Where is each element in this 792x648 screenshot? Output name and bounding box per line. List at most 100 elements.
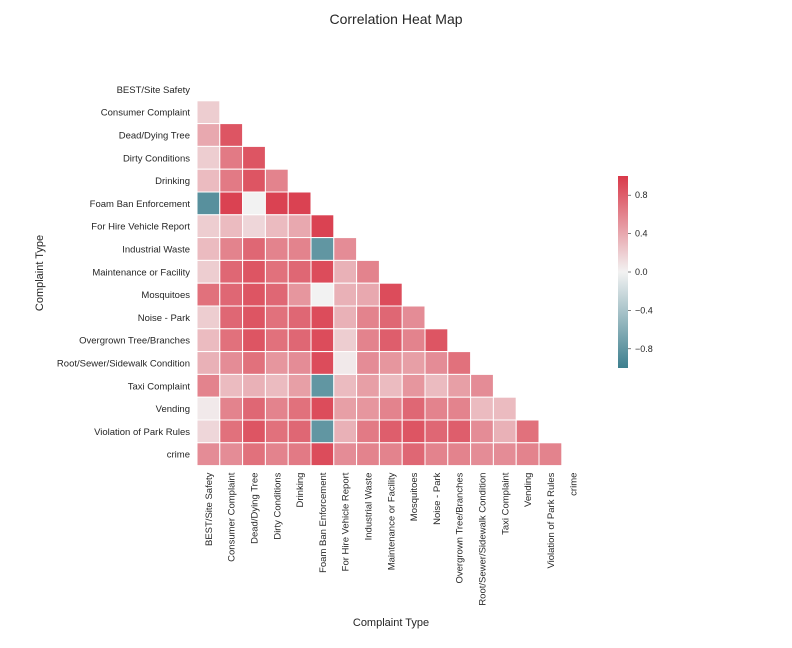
heatmap-cell (264, 351, 289, 375)
heatmap-cell (264, 191, 289, 216)
heatmap-cell (219, 259, 244, 284)
heatmap-cell (492, 396, 517, 421)
heatmap-cell (219, 191, 244, 216)
heatmap-cell (447, 373, 472, 398)
colorbar-tick-label: 0.8 (635, 190, 648, 200)
heatmap-cell (333, 328, 358, 353)
heatmap-cell (196, 373, 221, 398)
heatmap-cell (196, 305, 221, 330)
heatmap-cell (333, 442, 358, 467)
heatmap-cell (333, 419, 358, 444)
heatmap-cell (242, 396, 266, 421)
heatmap-cell (470, 442, 494, 467)
heatmap-cell (264, 237, 289, 261)
y-tick-label: Foam Ban Enforcement (90, 199, 191, 210)
heatmap-cell (310, 396, 335, 421)
heatmap-cell (378, 351, 403, 375)
heatmap-cell (196, 100, 221, 125)
heatmap-cell (196, 396, 221, 421)
heatmap-cell (287, 419, 312, 444)
heatmap-cell (264, 442, 289, 467)
heatmap-cell (492, 419, 517, 444)
heatmap-cell (219, 214, 244, 239)
heatmap-cell (242, 419, 266, 444)
heatmap-cell (196, 282, 221, 307)
heatmap-cell (264, 305, 289, 330)
y-axis-label: Complaint Type (34, 235, 46, 311)
heatmap-cell (219, 351, 244, 375)
heatmap-cell (424, 419, 449, 444)
x-tick-label: Industrial Waste (364, 473, 375, 541)
heatmap-cell (242, 214, 266, 239)
heatmap-cell (219, 237, 244, 261)
heatmap-cell (196, 145, 221, 170)
heatmap-cell (447, 351, 472, 375)
heatmap-cell (378, 442, 403, 467)
y-tick-label: Noise - Park (138, 313, 191, 324)
heatmap-cell (310, 351, 335, 375)
heatmap-cell (219, 305, 244, 330)
heatmap-cell (242, 145, 266, 170)
heatmap-cell (401, 328, 426, 353)
heatmap-cell (378, 305, 403, 330)
heatmap-cell (333, 396, 358, 421)
heatmap-cell (264, 168, 289, 193)
x-tick-label: Foam Ban Enforcement (318, 472, 329, 573)
heatmap-cell (219, 282, 244, 307)
heatmap-cell (333, 282, 358, 307)
heatmap-cell (242, 442, 266, 467)
heatmap-cell (424, 328, 449, 353)
y-tick-label: For Hire Vehicle Report (91, 222, 190, 233)
colorbar-tick-label: −0.8 (635, 344, 653, 354)
heatmap-cell (310, 373, 335, 398)
heatmap-cell (378, 373, 403, 398)
heatmap-cell (287, 305, 312, 330)
heatmap-cell (287, 351, 312, 375)
x-tick-label: Violation of Park Rules (546, 472, 557, 568)
colorbar-tick-label: −0.4 (635, 305, 653, 315)
y-tick-label: crime (167, 450, 190, 461)
heatmap-cell (447, 419, 472, 444)
heatmap-cell (196, 259, 221, 284)
heatmap-cell (310, 282, 335, 307)
heatmap-cell (264, 328, 289, 353)
heatmap-cell (287, 237, 312, 261)
heatmap-cell (333, 351, 358, 375)
x-tick-label: Noise - Park (432, 472, 443, 525)
heatmap-cell (219, 442, 244, 467)
heatmap-cell (356, 259, 380, 284)
heatmap-cell (447, 442, 472, 467)
heatmap-cell (196, 351, 221, 375)
heatmap-cell (196, 328, 221, 353)
heatmap-cell (196, 442, 221, 467)
y-tick-label: Maintenance or Facility (92, 267, 190, 278)
x-tick-label: Mosquitoes (409, 472, 420, 521)
heatmap-cell (287, 259, 312, 284)
heatmap-cell (424, 396, 449, 421)
heatmap-cell (356, 305, 380, 330)
heatmap-cell (242, 259, 266, 284)
heatmap-cell (310, 237, 335, 261)
heatmap-cell (287, 396, 312, 421)
colorbar-tick-label: 0.4 (635, 229, 648, 239)
x-axis-label: Complaint Type (353, 617, 429, 629)
heatmap-cell (401, 442, 426, 467)
x-tick-label: Overgrown Tree/Branches (455, 472, 466, 583)
heatmap-cell (264, 373, 289, 398)
heatmap-cell (287, 282, 312, 307)
heatmap-cell (424, 373, 449, 398)
heatmap-cell (287, 442, 312, 467)
heatmap-cell (264, 259, 289, 284)
heatmap-cell (242, 282, 266, 307)
heatmap-cell (424, 351, 449, 375)
heatmap-cell (196, 123, 221, 147)
heatmap-cell (242, 328, 266, 353)
x-tick-label: Drinking (295, 473, 306, 508)
heatmap-cell (356, 328, 380, 353)
heatmap-cell (219, 168, 244, 193)
heatmap-cell (470, 396, 494, 421)
colorbar-ticks: 0.8 0.4 0.0 −0.4 −0.8 (628, 190, 653, 354)
heatmap-cell (196, 168, 221, 193)
heatmap-cell (356, 419, 380, 444)
heatmap-cell (242, 168, 266, 193)
